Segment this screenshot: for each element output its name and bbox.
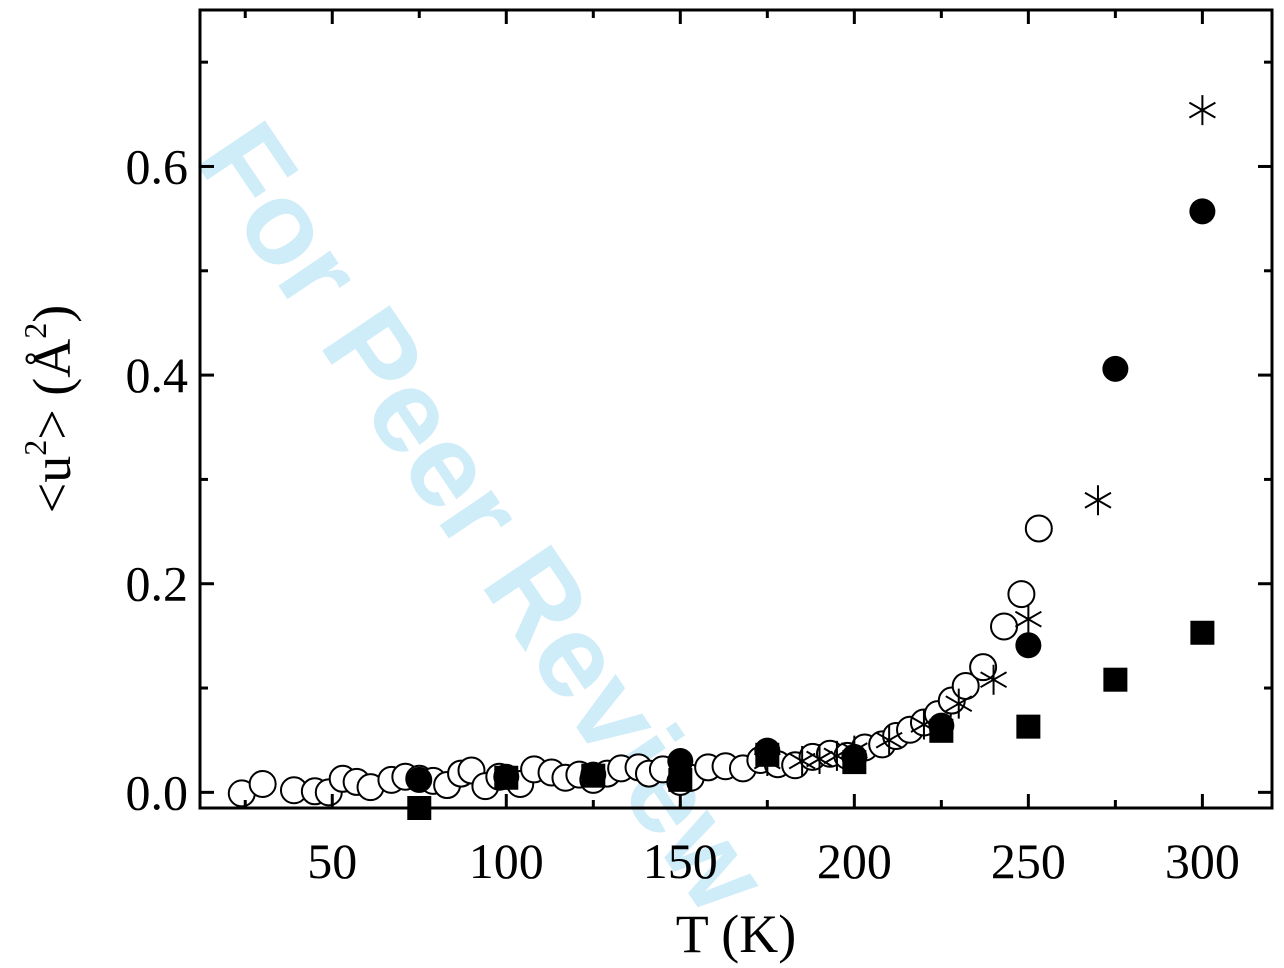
filled-square-point	[1103, 667, 1128, 692]
open-circle-point	[1024, 514, 1053, 543]
open-circle-point	[969, 653, 998, 682]
series-filled-square	[407, 620, 1215, 820]
x-tick-label: 100	[469, 833, 544, 889]
series-asterisk	[753, 95, 1216, 777]
filled-square-point	[668, 767, 693, 792]
asterisk-point	[1014, 604, 1042, 635]
x-tick-labels: 50 100 150 200 250 300	[307, 833, 1240, 889]
x-tick-label: 200	[817, 833, 892, 889]
filled-circle-point	[1015, 632, 1042, 659]
open-circle-point	[248, 770, 277, 799]
filled-square-point	[755, 742, 780, 767]
x-tick-label: 250	[991, 833, 1066, 889]
filled-square-point	[1016, 714, 1041, 739]
y-tick-label: 0.6	[126, 138, 189, 194]
filled-circle-point	[1189, 198, 1216, 225]
x-axis-title: T (K)	[676, 904, 796, 964]
filled-circle-point	[667, 748, 694, 775]
asterisk-point	[1084, 485, 1112, 516]
watermark-text: For Peer Review	[172, 100, 796, 936]
y-tick-label: 0.4	[126, 347, 189, 403]
asterisk-point	[980, 664, 1008, 695]
asterisk-point	[806, 743, 834, 774]
plot-frame	[198, 8, 1274, 810]
open-circle-point	[990, 612, 1018, 641]
filled-square-point	[929, 718, 954, 743]
asterisk-point	[788, 746, 816, 777]
x-tick-label: 50	[307, 833, 357, 889]
filled-square-point	[494, 765, 519, 790]
filled-square-point	[1190, 620, 1215, 645]
y-tick-labels: 0.0 0.2 0.4 0.6	[126, 138, 189, 820]
asterisk-point	[875, 725, 903, 756]
y-tick-label: 0.2	[126, 556, 189, 612]
data-markers	[227, 95, 1216, 820]
y-tick-label: 0.0	[126, 764, 189, 820]
asterisk-point	[945, 688, 973, 719]
asterisk-point	[1188, 95, 1216, 126]
y-axis-title: <u2> (Å2)	[17, 305, 82, 513]
filled-square-point	[842, 750, 867, 775]
filled-circle-point	[406, 766, 433, 793]
filled-square-point	[581, 763, 606, 788]
axis-ticks	[200, 10, 1272, 808]
x-tick-label: 150	[643, 833, 718, 889]
filled-circle-point	[1102, 355, 1129, 382]
x-tick-label: 300	[1165, 833, 1240, 889]
open-circle-point	[1007, 580, 1036, 609]
